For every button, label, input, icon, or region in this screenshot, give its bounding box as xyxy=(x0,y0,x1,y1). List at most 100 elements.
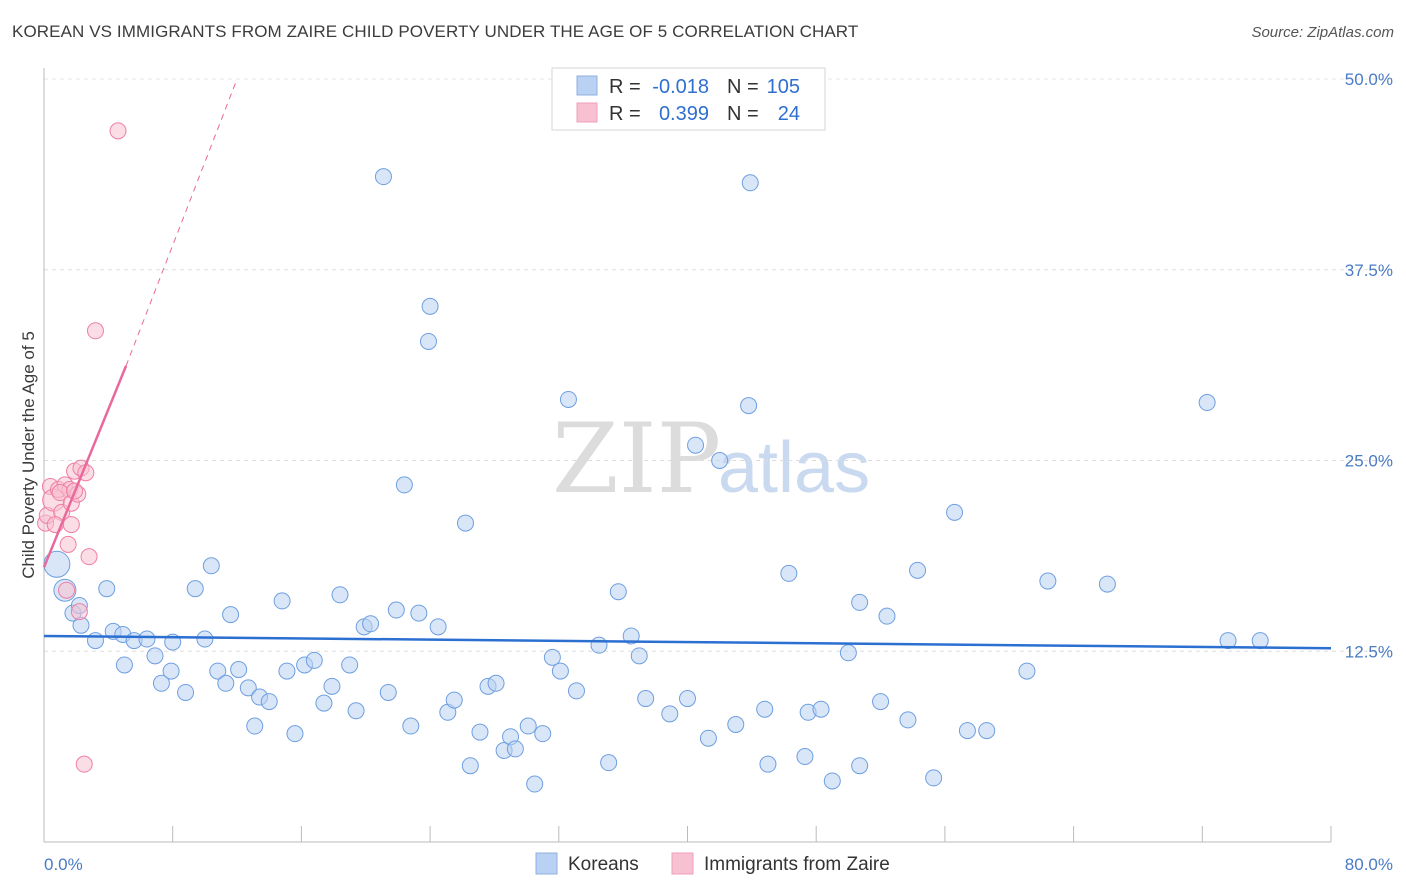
point-koreans xyxy=(331,586,349,604)
point-koreans xyxy=(839,644,857,662)
point-koreans xyxy=(217,674,235,692)
point-koreans xyxy=(273,592,291,610)
point-koreans xyxy=(878,607,896,625)
y-tick-label: 12.5% xyxy=(1345,642,1393,661)
y-tick-label: 37.5% xyxy=(1345,261,1393,280)
point-koreans xyxy=(146,647,164,665)
point-koreans xyxy=(534,725,552,743)
point-koreans xyxy=(1018,662,1036,680)
point-koreans xyxy=(519,717,537,735)
source-label: Source: ZipAtlas.com xyxy=(1251,24,1394,41)
legend-n-label-1: N = xyxy=(727,76,759,98)
point-koreans xyxy=(812,700,830,718)
point-koreans xyxy=(796,748,814,766)
point-koreans xyxy=(978,722,996,740)
point-immigrants-from-zaire xyxy=(58,581,76,599)
point-immigrants-from-zaire xyxy=(59,535,77,553)
legend-r-value-1: -0.018 xyxy=(652,76,709,98)
trend-line-koreans xyxy=(43,634,1332,650)
point-koreans xyxy=(526,775,544,793)
point-koreans xyxy=(1098,575,1116,593)
y-axis-label: Child Poverty Under the Age of 5 xyxy=(19,331,38,579)
point-koreans xyxy=(471,723,489,741)
series-legend-label-koreans: Koreans xyxy=(568,854,639,875)
point-koreans xyxy=(711,452,729,469)
trend-line-zaire-extension xyxy=(125,78,238,367)
point-koreans xyxy=(230,661,248,679)
point-koreans xyxy=(506,740,524,758)
point-koreans xyxy=(246,717,264,735)
series-immigrants-from-zaire xyxy=(37,122,127,773)
point-koreans xyxy=(551,662,569,680)
point-koreans xyxy=(925,769,943,787)
point-koreans xyxy=(1219,632,1237,650)
point-koreans xyxy=(823,772,841,790)
point-koreans xyxy=(679,690,696,708)
series-legend-label-zaire: Immigrants from Zaire xyxy=(704,854,890,875)
point-koreans xyxy=(899,711,917,729)
point-koreans xyxy=(567,682,585,700)
point-koreans xyxy=(946,503,964,521)
point-koreans xyxy=(421,297,439,315)
point-koreans xyxy=(1039,572,1057,590)
point-koreans xyxy=(315,694,333,712)
point-koreans xyxy=(362,615,380,633)
point-koreans xyxy=(780,564,798,582)
point-koreans xyxy=(727,715,745,733)
chart-title: KOREAN VS IMMIGRANTS FROM ZAIRE CHILD PO… xyxy=(12,22,859,41)
point-koreans xyxy=(387,601,405,619)
point-koreans xyxy=(958,722,976,740)
point-koreans xyxy=(196,630,214,648)
point-koreans xyxy=(590,636,608,654)
series-legend-swatch-koreans xyxy=(535,852,558,875)
point-koreans xyxy=(1251,632,1269,650)
point-koreans xyxy=(445,691,463,709)
point-koreans xyxy=(461,757,479,775)
point-immigrants-from-zaire xyxy=(70,603,88,621)
point-koreans xyxy=(543,648,561,666)
point-koreans xyxy=(186,580,204,598)
point-koreans xyxy=(740,397,758,415)
point-koreans xyxy=(741,174,759,192)
y-tick-label: 25.0% xyxy=(1345,452,1393,471)
x-tick-label-max: 80.0% xyxy=(1345,855,1393,874)
point-koreans xyxy=(487,674,505,692)
x-tick-label-min: 0.0% xyxy=(44,855,83,874)
legend-n-value-2: 24 xyxy=(778,103,800,125)
point-koreans xyxy=(630,647,648,665)
point-koreans xyxy=(687,436,705,454)
series-legend-swatch-zaire xyxy=(671,852,694,875)
point-koreans xyxy=(402,717,420,735)
point-koreans xyxy=(410,604,428,622)
point-koreans xyxy=(86,632,104,650)
point-koreans xyxy=(559,390,577,408)
legend-r-label-2: R = xyxy=(609,103,641,125)
point-koreans xyxy=(374,168,392,186)
point-koreans xyxy=(395,476,413,494)
series-koreans xyxy=(43,168,1269,793)
point-koreans xyxy=(756,700,774,718)
point-koreans xyxy=(609,583,627,601)
point-koreans xyxy=(305,651,323,669)
y-tick-labels: 12.5% 25.0% 37.5% 50.0% xyxy=(1345,70,1393,661)
series-legend: Koreans Immigrants from Zaire xyxy=(535,852,890,875)
point-immigrants-from-zaire xyxy=(62,516,80,534)
point-immigrants-from-zaire xyxy=(51,484,69,502)
point-immigrants-from-zaire xyxy=(86,322,104,340)
point-koreans xyxy=(600,754,618,772)
point-koreans xyxy=(699,729,717,747)
point-koreans xyxy=(152,674,170,692)
point-koreans xyxy=(851,593,869,611)
legend-r-value-2: 0.399 xyxy=(659,103,709,125)
point-koreans xyxy=(278,662,296,680)
point-immigrants-from-zaire xyxy=(109,122,127,140)
point-koreans xyxy=(637,690,655,708)
legend-n-value-1: 105 xyxy=(767,76,800,98)
point-koreans xyxy=(222,606,240,624)
point-koreans xyxy=(347,702,365,720)
legend-swatch-koreans xyxy=(576,75,598,96)
gridlines xyxy=(44,78,1393,652)
legend-n-label-2: N = xyxy=(727,103,759,125)
point-koreans xyxy=(43,550,71,578)
point-koreans xyxy=(429,618,447,636)
